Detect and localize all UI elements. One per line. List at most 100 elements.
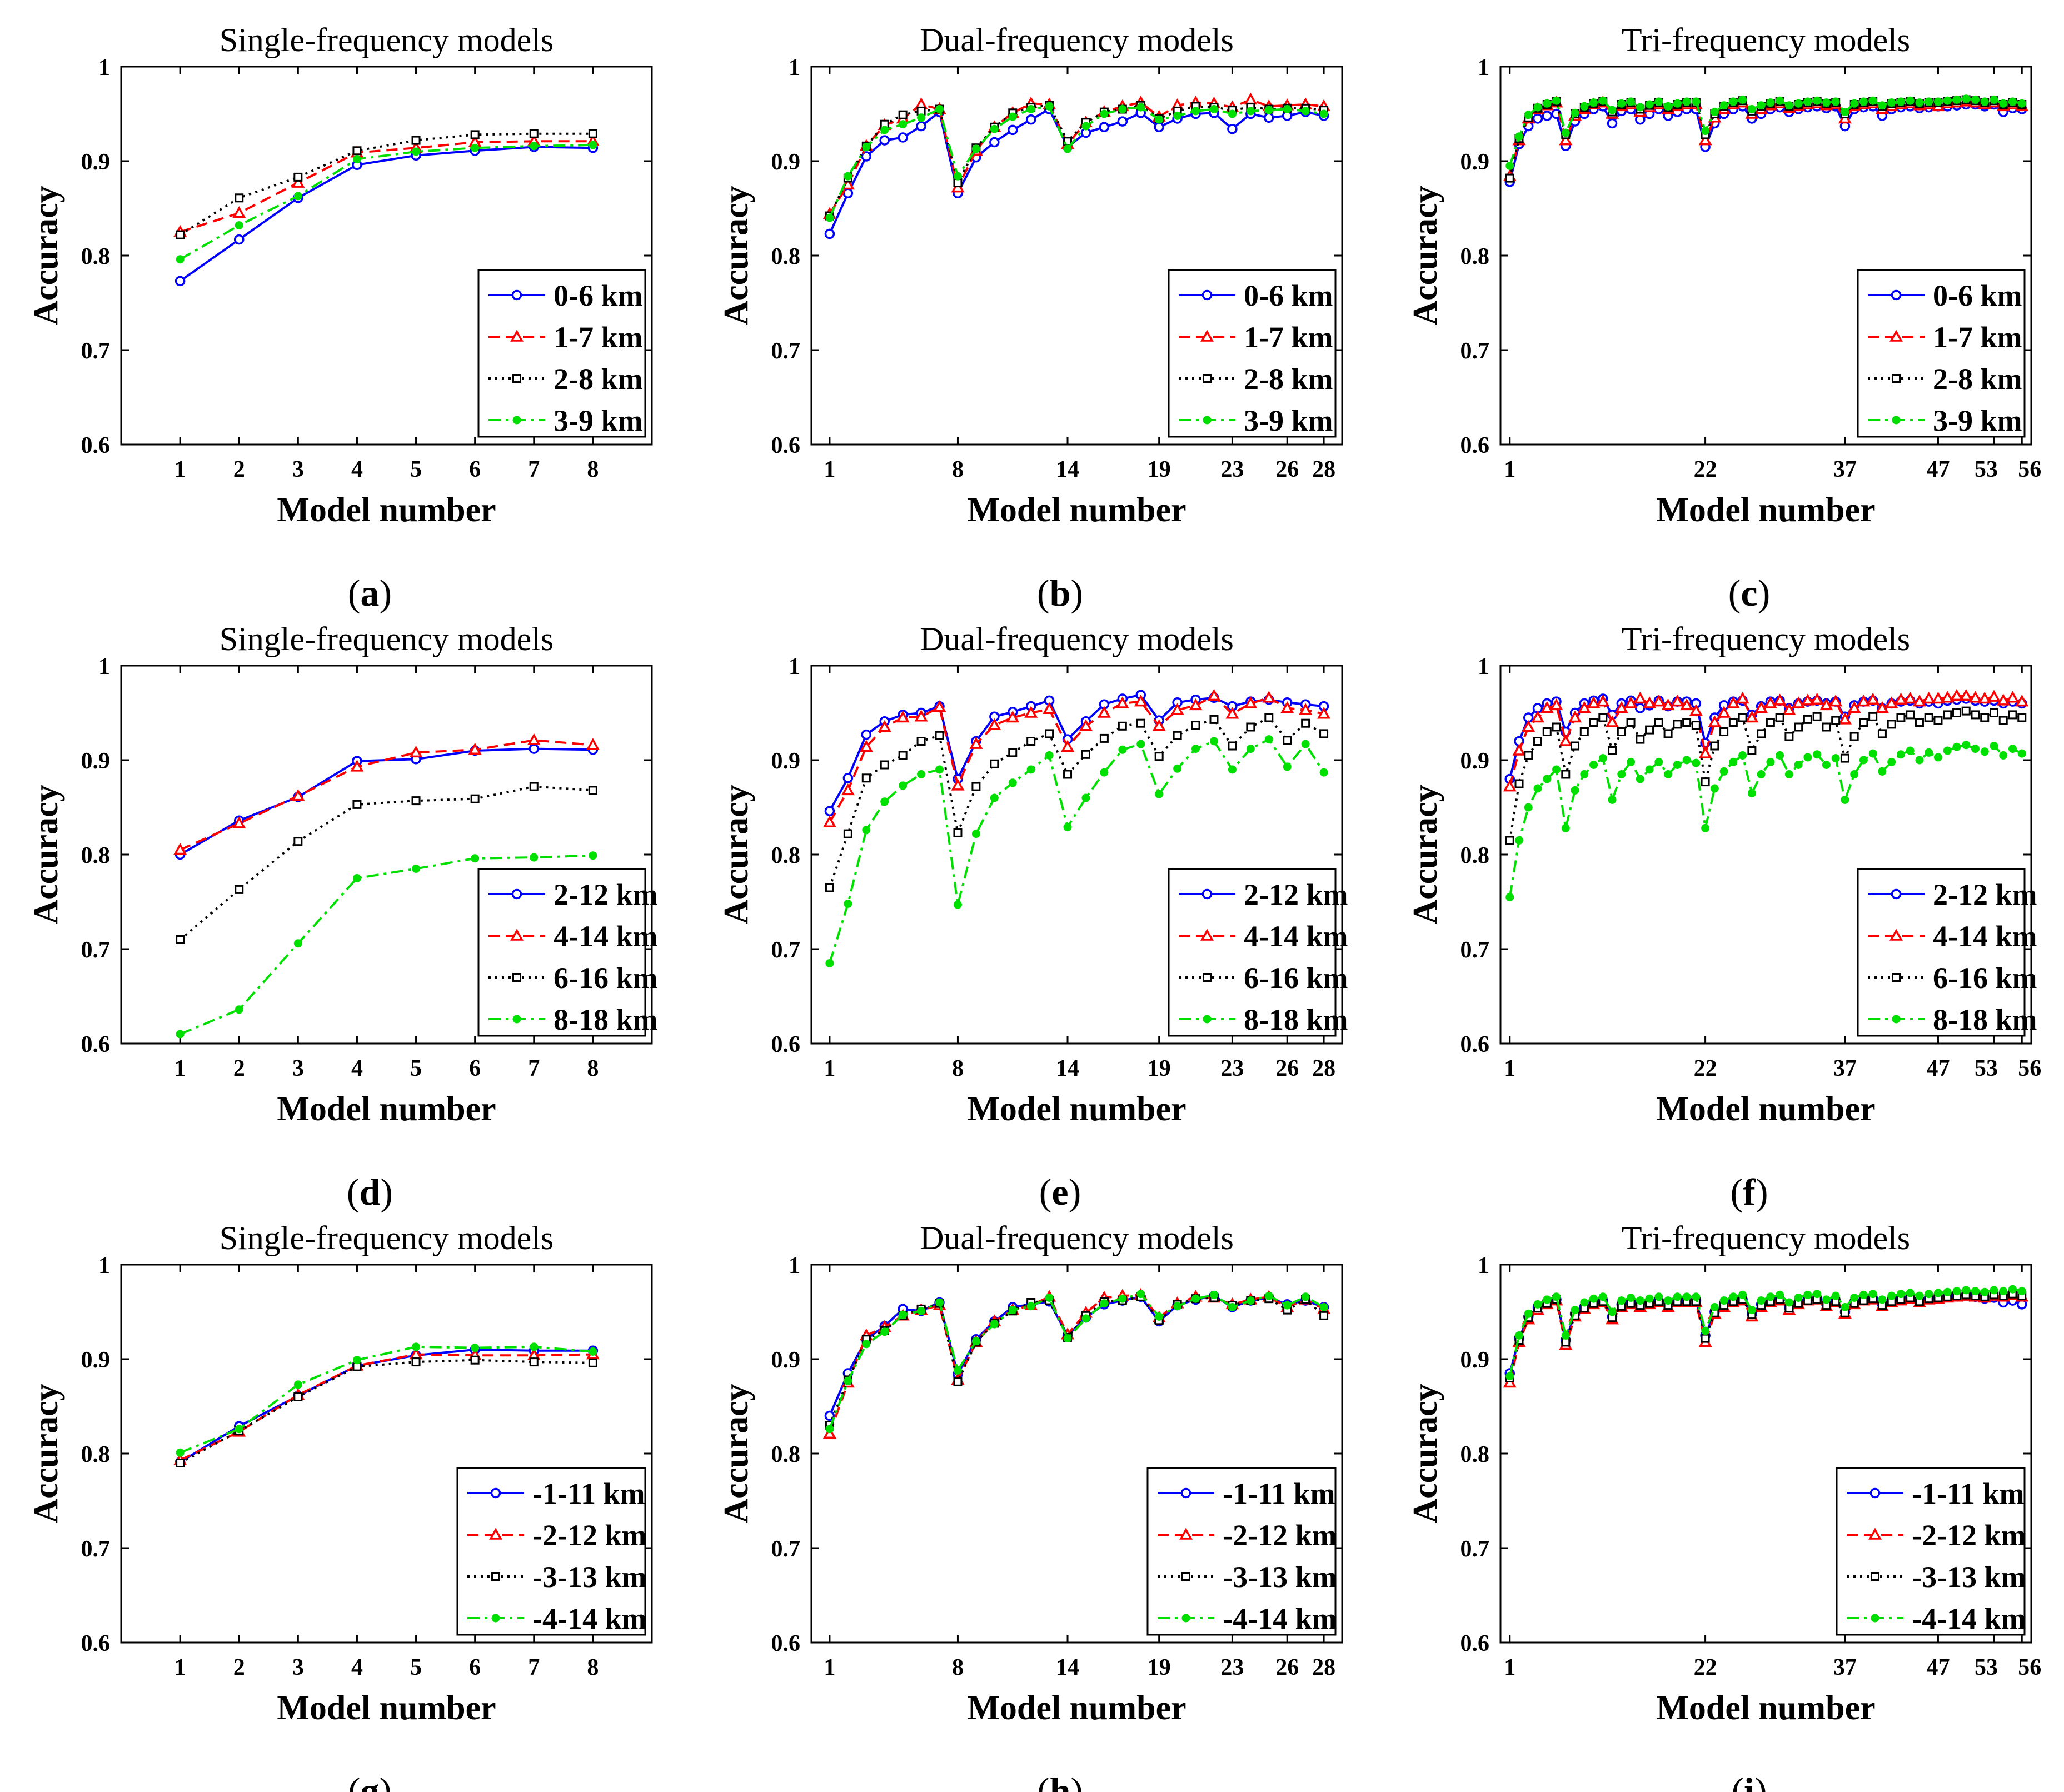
legend-marker bbox=[512, 374, 521, 383]
x-tick-label: 8 bbox=[952, 1655, 964, 1680]
x-tick-label: 6 bbox=[469, 1056, 481, 1081]
legend-entry: 8-18 km bbox=[554, 1003, 658, 1036]
data-point bbox=[1627, 97, 1636, 106]
y-tick-label: 0.6 bbox=[771, 1032, 801, 1057]
data-point bbox=[1319, 1311, 1329, 1320]
data-point bbox=[1747, 789, 1756, 797]
x-tick-label: 37 bbox=[1833, 1056, 1857, 1081]
data-point bbox=[1228, 765, 1237, 774]
data-point bbox=[2017, 1287, 2026, 1296]
legend-entry: 2-12 km bbox=[1933, 878, 2037, 911]
data-point bbox=[293, 837, 303, 846]
series-line-3 bbox=[828, 738, 1325, 964]
data-point bbox=[1671, 695, 1684, 707]
data-point bbox=[862, 826, 871, 835]
data-point bbox=[1209, 105, 1218, 113]
data-point bbox=[1912, 695, 1926, 707]
data-point bbox=[1971, 745, 1980, 753]
series-group bbox=[1503, 688, 2029, 901]
data-point bbox=[1663, 729, 1673, 738]
data-point bbox=[1729, 757, 1738, 766]
data-point bbox=[1228, 1303, 1237, 1311]
y-tick-label: 0.8 bbox=[1460, 1442, 1490, 1467]
data-point bbox=[1719, 767, 1728, 776]
data-point bbox=[1850, 770, 1859, 778]
data-point bbox=[1228, 109, 1237, 118]
panel-label-close: ) bbox=[380, 572, 392, 614]
legend-box bbox=[1857, 269, 2026, 438]
data-point bbox=[1154, 122, 1164, 133]
x-axis-label: Model number bbox=[967, 491, 1186, 529]
data-point bbox=[1819, 698, 1833, 711]
data-point bbox=[1664, 1296, 1673, 1305]
data-point bbox=[1522, 720, 1535, 732]
legend-entry: -2-12 km bbox=[1912, 1519, 2026, 1552]
data-point bbox=[1301, 107, 1310, 116]
panel-label-letter: i bbox=[1744, 1770, 1754, 1792]
data-point bbox=[1915, 756, 1924, 765]
data-point bbox=[933, 700, 946, 712]
data-point bbox=[1136, 718, 1145, 728]
data-point bbox=[1943, 710, 1952, 720]
data-point bbox=[1896, 97, 1905, 106]
data-point bbox=[468, 742, 482, 755]
series-group bbox=[822, 92, 1331, 239]
data-point bbox=[1747, 105, 1756, 113]
data-point bbox=[1617, 727, 1626, 736]
data-point bbox=[2015, 695, 2029, 707]
data-point bbox=[1636, 775, 1644, 783]
data-point bbox=[1115, 696, 1129, 708]
x-axis-label: Model number bbox=[277, 1090, 496, 1128]
data-point bbox=[1838, 712, 1852, 725]
data-point bbox=[1264, 1291, 1273, 1300]
data-point bbox=[176, 1030, 185, 1039]
y-tick-label: 1 bbox=[1478, 55, 1489, 81]
data-point bbox=[861, 773, 871, 783]
data-point bbox=[1831, 97, 1840, 106]
data-point bbox=[1922, 691, 1936, 704]
data-point bbox=[1589, 718, 1598, 727]
data-point bbox=[1719, 1296, 1728, 1305]
data-point bbox=[1246, 1296, 1255, 1305]
data-point bbox=[1868, 749, 1877, 758]
x-tick-label: 5 bbox=[410, 1056, 422, 1081]
data-point bbox=[1784, 1298, 1793, 1307]
data-point bbox=[935, 765, 944, 774]
data-point bbox=[988, 718, 1001, 730]
x-tick-label: 1 bbox=[824, 1655, 835, 1680]
x-tick-label: 1 bbox=[1504, 1056, 1515, 1081]
data-point bbox=[2008, 745, 2017, 753]
series-line-3 bbox=[829, 1292, 1325, 1430]
data-point bbox=[990, 124, 999, 133]
data-point bbox=[1608, 795, 1617, 804]
data-point bbox=[1849, 732, 1859, 741]
legend-marker bbox=[1892, 374, 1901, 383]
data-point bbox=[1617, 1296, 1626, 1305]
data-point bbox=[1896, 713, 1906, 722]
legend-entry: -1-11 km bbox=[1912, 1477, 2025, 1510]
data-point bbox=[1931, 691, 1945, 704]
x-tick-label: 5 bbox=[410, 1655, 422, 1680]
data-point bbox=[291, 789, 305, 801]
data-point bbox=[1191, 107, 1200, 116]
data-point bbox=[1766, 98, 1775, 107]
legend: 0-6 km 1-7 km 2-8 km 3-9 km bbox=[1857, 269, 2026, 438]
data-point bbox=[1246, 745, 1255, 753]
y-tick-label: 0.7 bbox=[81, 937, 111, 963]
series-line-3 bbox=[180, 854, 593, 1035]
data-point bbox=[1915, 98, 1924, 107]
y-tick-label: 0.7 bbox=[81, 338, 111, 364]
data-point bbox=[1571, 1306, 1579, 1315]
data-point bbox=[1136, 740, 1145, 748]
legend-marker bbox=[512, 416, 521, 425]
series-group bbox=[822, 1287, 1331, 1439]
data-point bbox=[1319, 109, 1328, 118]
data-point bbox=[2008, 1285, 2017, 1294]
data-point bbox=[1008, 1306, 1017, 1315]
data-point bbox=[1989, 708, 1998, 717]
x-tick-label: 1 bbox=[824, 1056, 835, 1081]
x-tick-label: 6 bbox=[469, 457, 481, 482]
y-tick-label: 0.9 bbox=[1460, 1347, 1490, 1373]
data-point bbox=[352, 874, 361, 882]
legend-entry: -3-13 km bbox=[532, 1560, 646, 1594]
